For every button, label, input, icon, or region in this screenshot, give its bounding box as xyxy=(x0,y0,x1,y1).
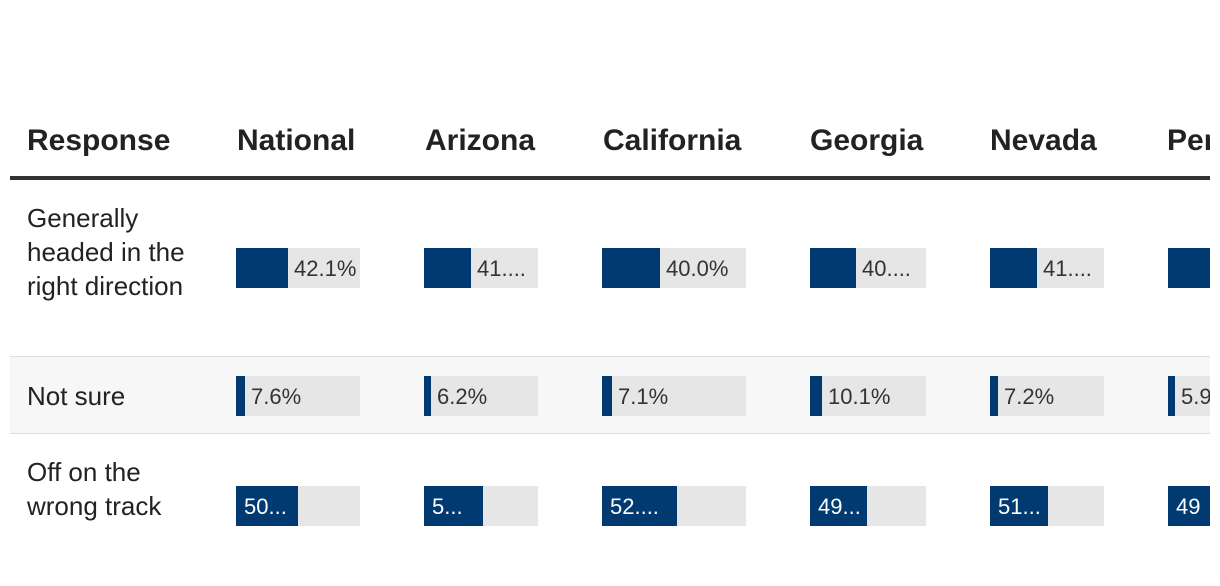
bar-fill xyxy=(424,376,431,416)
bar-fill xyxy=(602,248,660,288)
bar-value-label: 42.1% xyxy=(294,256,357,281)
bar-fill xyxy=(602,376,612,416)
bar-cell-national: 7.6% xyxy=(236,376,360,416)
row-label-generally-headed-in-the-right-direction: Generally headed in the right direction xyxy=(27,203,185,301)
bar-fill xyxy=(810,486,867,526)
column-header-response: Response xyxy=(27,124,171,157)
bar-cell-california: 40.0% xyxy=(602,248,746,288)
bar-cell-nevada: 41.... xyxy=(990,248,1104,288)
table-row: Generally headed in the right direction 4… xyxy=(10,180,1210,356)
column-header-georgia: Georgia xyxy=(810,124,924,157)
bar-fill xyxy=(236,486,298,526)
bar-cell-georgia: 49... xyxy=(810,486,926,526)
header-rule xyxy=(10,176,1210,180)
bar-fill xyxy=(990,376,998,416)
bar-fill xyxy=(424,486,483,526)
bar-track xyxy=(236,376,360,416)
bar-value-label: 52.... xyxy=(610,494,659,519)
column-header-nevada: Nevada xyxy=(990,124,1097,157)
bar-fill xyxy=(1168,376,1175,416)
bar-fill xyxy=(1168,486,1210,526)
bar-cell-nevada: 7.2% xyxy=(990,376,1104,416)
bar-fill xyxy=(424,248,471,288)
bar-value-label: 7.2% xyxy=(1004,384,1055,409)
column-header-national: National xyxy=(237,124,356,157)
bar-fill xyxy=(810,248,856,288)
bar-value-label: 5... xyxy=(432,494,463,519)
bar-value-label: 6.2% xyxy=(437,384,488,409)
row-label-not-sure: Not sure xyxy=(27,381,126,411)
bar-track xyxy=(1168,376,1210,416)
column-header-pennsylvania: Pennsylvania xyxy=(1167,124,1210,157)
bar-cell-national: 50... xyxy=(236,486,360,526)
bar-fill xyxy=(1168,248,1210,288)
bar-fill xyxy=(236,376,245,416)
row-divider xyxy=(10,356,1210,357)
bar-cell-nevada: 51... xyxy=(990,486,1104,526)
bar-cell-california: 52.... xyxy=(602,486,746,526)
bar-fill xyxy=(236,248,288,288)
column-header-california: California xyxy=(603,124,742,157)
bar-value-label: 41.... xyxy=(1043,256,1092,281)
bar-cell-arizona: 6.2% xyxy=(424,376,538,416)
bar-cell-georgia: 10.1% xyxy=(810,376,926,416)
bar-value-label: 40.0% xyxy=(666,256,729,281)
bar-cell-national: 42.1% xyxy=(236,248,360,288)
bar-value-label: 49... xyxy=(818,494,861,519)
bar-value-label: 10.1% xyxy=(828,384,891,409)
table-row: Not sure 7.6% 6.2% 7.1% 10.1% 7.2% 5.9 xyxy=(10,357,1210,433)
bar-cell-california: 7.1% xyxy=(602,376,746,416)
bar-fill xyxy=(810,376,822,416)
bar-track xyxy=(602,376,746,416)
bar-cell-pennsylvania xyxy=(1168,248,1210,288)
bar-cell-arizona: 5... xyxy=(424,486,538,526)
bar-value-label: 51... xyxy=(998,494,1041,519)
bar-value-label: 40.... xyxy=(862,256,911,281)
bar-value-label: 5.9 xyxy=(1181,384,1210,409)
bar-track xyxy=(810,376,926,416)
bar-value-label: 41.... xyxy=(477,256,526,281)
row-divider xyxy=(10,433,1210,434)
row-label-off-on-the-wrong-track: Off on the wrong track xyxy=(27,457,162,521)
bar-value-label: 50... xyxy=(244,494,287,519)
bar-track xyxy=(990,376,1104,416)
bar-fill xyxy=(990,486,1048,526)
bar-cell-pennsylvania: 5.9 xyxy=(1168,376,1210,416)
bar-cell-pennsylvania: 49 xyxy=(1168,486,1210,526)
bar-value-label: 7.1% xyxy=(618,384,669,409)
bar-fill xyxy=(990,248,1037,288)
bar-value-label: 49 xyxy=(1176,494,1201,519)
column-header-arizona: Arizona xyxy=(425,124,536,157)
bar-fill xyxy=(602,486,677,526)
bar-cell-arizona: 41.... xyxy=(424,248,538,288)
bar-track xyxy=(424,376,538,416)
bar-cell-georgia: 40.... xyxy=(810,248,926,288)
bar-value-label: 7.6% xyxy=(251,384,302,409)
results-table: Response National Arizona California Geo… xyxy=(10,0,1210,586)
table-row: Off on the wrong track 50... 5... 52.... 49.… xyxy=(10,434,1210,586)
